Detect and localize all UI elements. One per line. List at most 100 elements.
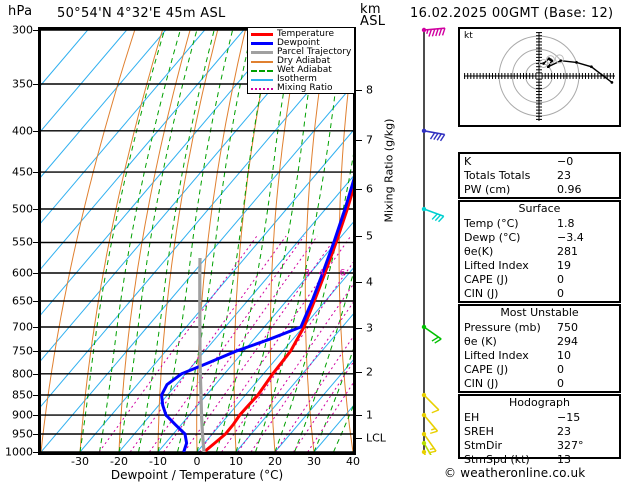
table-row: θe(K) 281: [460, 244, 619, 258]
pressure-tick: [33, 209, 38, 211]
row-key: CIN (J): [464, 376, 499, 390]
mixing-ratio-label: 3: [304, 269, 310, 279]
profile-temperature: [203, 185, 353, 452]
row-value: −3.4: [557, 230, 584, 244]
table-row: Temp (°C) 1.8: [460, 216, 619, 230]
pressure-tick: [33, 326, 38, 328]
pressure-tick-label: 700: [12, 320, 33, 334]
height-axis-unit-label: km: [360, 2, 381, 17]
hodograph-point: [610, 80, 614, 84]
pressure-tick-label: 500: [12, 202, 33, 216]
wind-barb: [421, 206, 445, 223]
row-value: 0.96: [557, 182, 582, 196]
row-key: Pressure (mb): [464, 320, 541, 334]
mixing-ratio-label: 6: [340, 269, 346, 279]
legend-item: Parcel Trajectory: [251, 48, 351, 57]
hodograph-point: [542, 62, 545, 65]
table-row: CIN (J) 0: [460, 376, 619, 390]
pressure-tick: [33, 242, 38, 244]
temperature-tick-label: 20: [268, 455, 282, 468]
wind-barb: [421, 128, 446, 142]
legend-item: Dewpoint: [251, 39, 351, 48]
row-value: 0: [557, 272, 564, 286]
table-row: EH −15: [460, 410, 619, 424]
row-value: −0: [557, 154, 574, 168]
height-tick: [356, 89, 362, 91]
isotherm-line: [41, 30, 167, 178]
table-row: Lifted Index 19: [460, 258, 619, 272]
pressure-tick: [33, 434, 38, 436]
row-key: EH: [464, 410, 480, 424]
row-value: 13: [557, 452, 571, 466]
mixing-ratio-line: [250, 301, 353, 452]
hodograph-storm-marker: [539, 59, 549, 69]
temperature-tick-label: 0: [193, 455, 201, 468]
wet-adiabat-line: [294, 272, 353, 452]
copyright-notice: © weatheronline.co.uk: [444, 466, 586, 480]
height-tick: [356, 371, 362, 373]
wind-barb: [421, 431, 437, 454]
pressure-tick-label: 950: [12, 427, 33, 441]
row-value: 0: [557, 376, 564, 390]
temperature-tick-label: 30: [307, 455, 321, 468]
profile-parcel-trajectory: [198, 257, 206, 452]
height-tick-label: 2: [366, 365, 373, 379]
temperature-tick-label: 40: [346, 455, 360, 468]
legend-label: Isotherm: [277, 74, 317, 84]
legend-swatch: [251, 33, 273, 36]
table-row: θe (K) 294: [460, 334, 619, 348]
pressure-tick-label: 900: [12, 408, 33, 422]
pressure-tick: [33, 452, 38, 453]
height-tick-label: 4: [366, 275, 373, 289]
row-key: StmDir: [464, 438, 503, 452]
row-key: K: [464, 154, 472, 168]
wind-barb: [421, 412, 439, 435]
temperature-tick-label: 10: [229, 455, 243, 468]
isotherm-line: [79, 130, 353, 452]
table-row: StmDir 327°: [460, 438, 619, 452]
hodograph-point: [547, 65, 550, 68]
isotherm-line: [41, 84, 353, 452]
hodograph-point: [559, 59, 563, 63]
pressure-tick: [33, 30, 38, 31]
mixing-ratio-line: [237, 283, 353, 452]
wind-barb: [421, 324, 442, 344]
legend-item: Wet Adiabat: [251, 66, 351, 75]
pressure-tick-label: 400: [12, 124, 33, 138]
surface-parcel-panel: Surface Temp (°C) 1.8 Dewp (°C) −3.4 θe(K) 281…: [458, 200, 621, 303]
isotherm-line: [274, 359, 353, 452]
legend-label: Dewpoint: [277, 38, 320, 48]
height-tick-label: 7: [366, 133, 373, 147]
wind-barb: [421, 392, 440, 414]
most-unstable-parcel-panel: Most Unstable Pressure (mb) 750 θe (K) 294 Li…: [458, 304, 621, 393]
row-key: CAPE (J): [464, 272, 509, 286]
row-key: Dewp (°C): [464, 230, 521, 244]
row-key: θe (K): [464, 334, 497, 348]
row-value: 294: [557, 334, 578, 348]
hodograph-svg: [464, 32, 615, 121]
isotherm-line: [118, 175, 353, 452]
legend-item: Mixing Ratio: [251, 84, 351, 93]
legend-label: Parcel Trajectory: [277, 47, 352, 57]
plot-border: [38, 27, 356, 455]
panel-title: Hodograph: [509, 396, 570, 409]
row-key: StmSpd (kt): [464, 452, 530, 466]
hodograph-storm-marker: [545, 55, 555, 65]
isotherm-line: [235, 313, 353, 452]
height-tick: [356, 140, 362, 141]
row-key: Lifted Index: [464, 348, 529, 362]
temperature-axis: -30 -20 -10 0 10 20 30 40: [38, 455, 360, 471]
station-coordinates-title: 50°54'N 4°32'E 45m ASL: [57, 6, 226, 21]
legend-swatch: [251, 87, 273, 90]
height-tick-label: 6: [366, 182, 373, 196]
row-value: 281: [557, 244, 578, 258]
wet-adiabat-line: [274, 154, 353, 452]
table-row: CIN (J) 0: [460, 286, 619, 300]
hodograph-panel[interactable]: kt: [458, 27, 621, 127]
table-row: CAPE (J) 0: [460, 362, 619, 376]
height-tick: [356, 282, 362, 284]
row-key: θe(K): [464, 244, 494, 258]
stability-indices-panel: K −0 Totals Totals 23 PW (cm) 0.96: [458, 152, 621, 199]
